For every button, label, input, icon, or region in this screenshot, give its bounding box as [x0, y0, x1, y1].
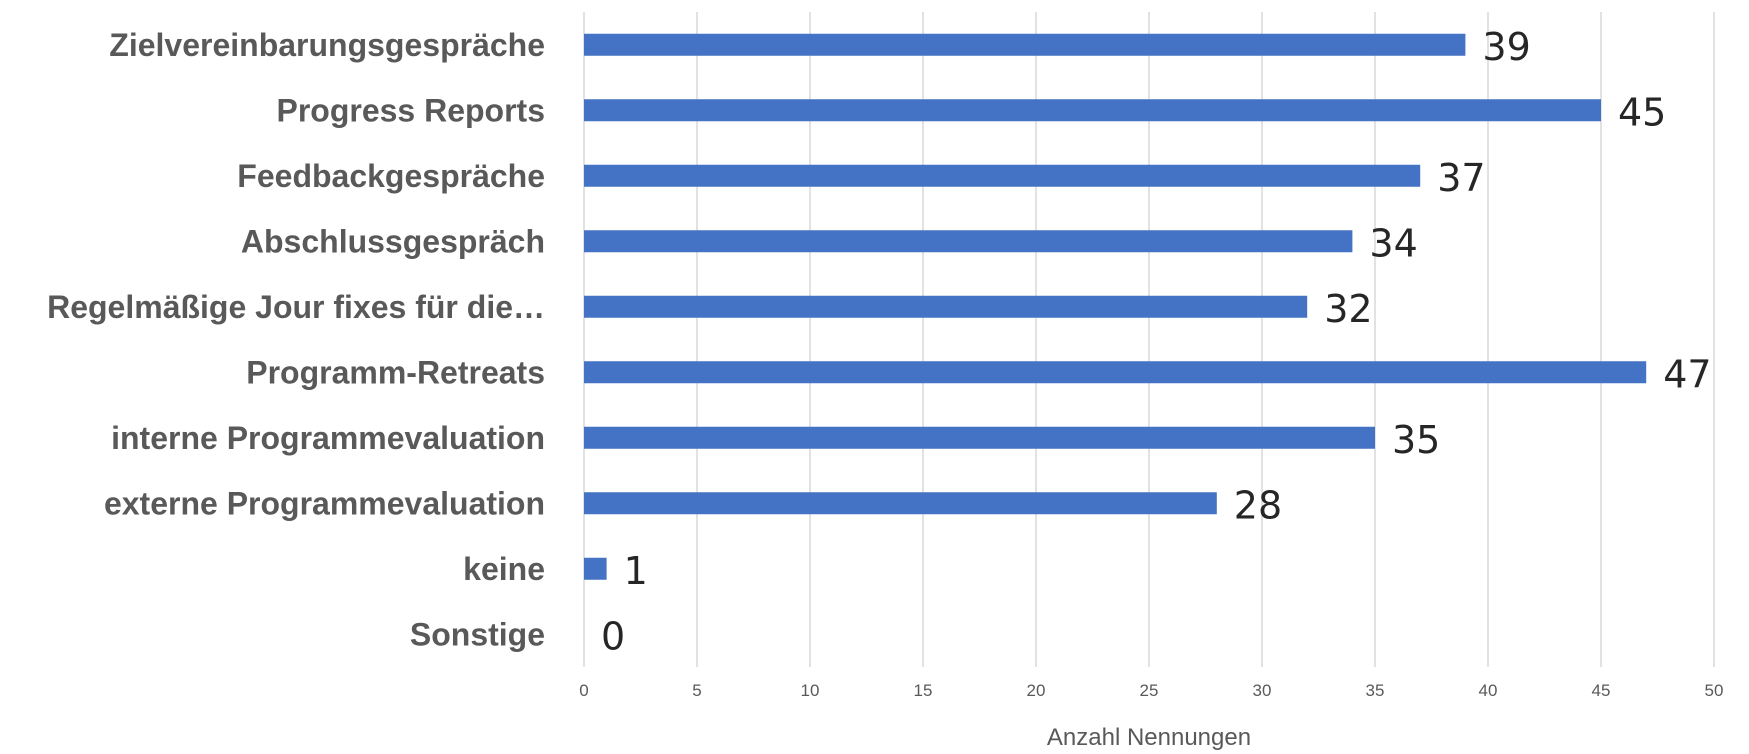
- bar: [584, 361, 1647, 384]
- data-label: 47: [1663, 352, 1711, 396]
- category-label: externe Programmevaluation: [104, 485, 545, 521]
- value-labels: 39 45 37 34 32 47 35 28 1 0: [601, 25, 1712, 659]
- data-label: 1: [624, 549, 648, 593]
- x-tick-label: 45: [1592, 681, 1611, 700]
- x-tick-label: 20: [1027, 681, 1046, 700]
- bar: [584, 426, 1375, 449]
- bar: [584, 164, 1421, 187]
- data-label: 39: [1482, 25, 1530, 69]
- category-label: Programm-Retreats: [246, 354, 545, 390]
- category-label: Regelmäßige Jour fixes für die…: [47, 289, 545, 325]
- category-label: interne Programmevaluation: [111, 420, 545, 456]
- category-label: Zielvereinbarungsgespräche: [109, 27, 545, 63]
- bar: [584, 492, 1217, 515]
- x-axis-ticks: 0 5 10 15 20 25 30 35 40 45 50: [579, 681, 1723, 700]
- x-tick-label: 35: [1366, 681, 1385, 700]
- bars: [584, 33, 1647, 580]
- data-label: 37: [1437, 156, 1485, 200]
- data-label: 45: [1618, 90, 1666, 134]
- data-label: 0: [601, 614, 625, 658]
- category-label: Progress Reports: [276, 92, 545, 128]
- x-tick-label: 0: [579, 681, 588, 700]
- data-label: 32: [1324, 287, 1372, 331]
- bar: [584, 295, 1308, 318]
- category-label: Abschlussgespräch: [241, 223, 545, 259]
- bar: [584, 99, 1601, 122]
- bar: [584, 33, 1466, 56]
- data-label: 28: [1234, 483, 1282, 527]
- x-tick-label: 30: [1253, 681, 1272, 700]
- x-tick-label: 50: [1705, 681, 1724, 700]
- x-tick-label: 5: [692, 681, 701, 700]
- category-label: Sonstige: [410, 616, 545, 652]
- data-label: 35: [1392, 418, 1440, 462]
- data-label: 34: [1369, 221, 1417, 265]
- x-axis-title: Anzahl Nennungen: [1047, 724, 1251, 751]
- x-tick-label: 10: [801, 681, 820, 700]
- x-tick-label: 25: [1140, 681, 1159, 700]
- x-tick-label: 40: [1479, 681, 1498, 700]
- bar: [584, 557, 607, 580]
- x-tick-label: 15: [914, 681, 933, 700]
- category-labels: Zielvereinbarungsgespräche Progress Repor…: [47, 27, 545, 653]
- category-label: Feedbackgespräche: [237, 158, 545, 194]
- category-label: keine: [463, 551, 545, 587]
- bar: [584, 230, 1353, 253]
